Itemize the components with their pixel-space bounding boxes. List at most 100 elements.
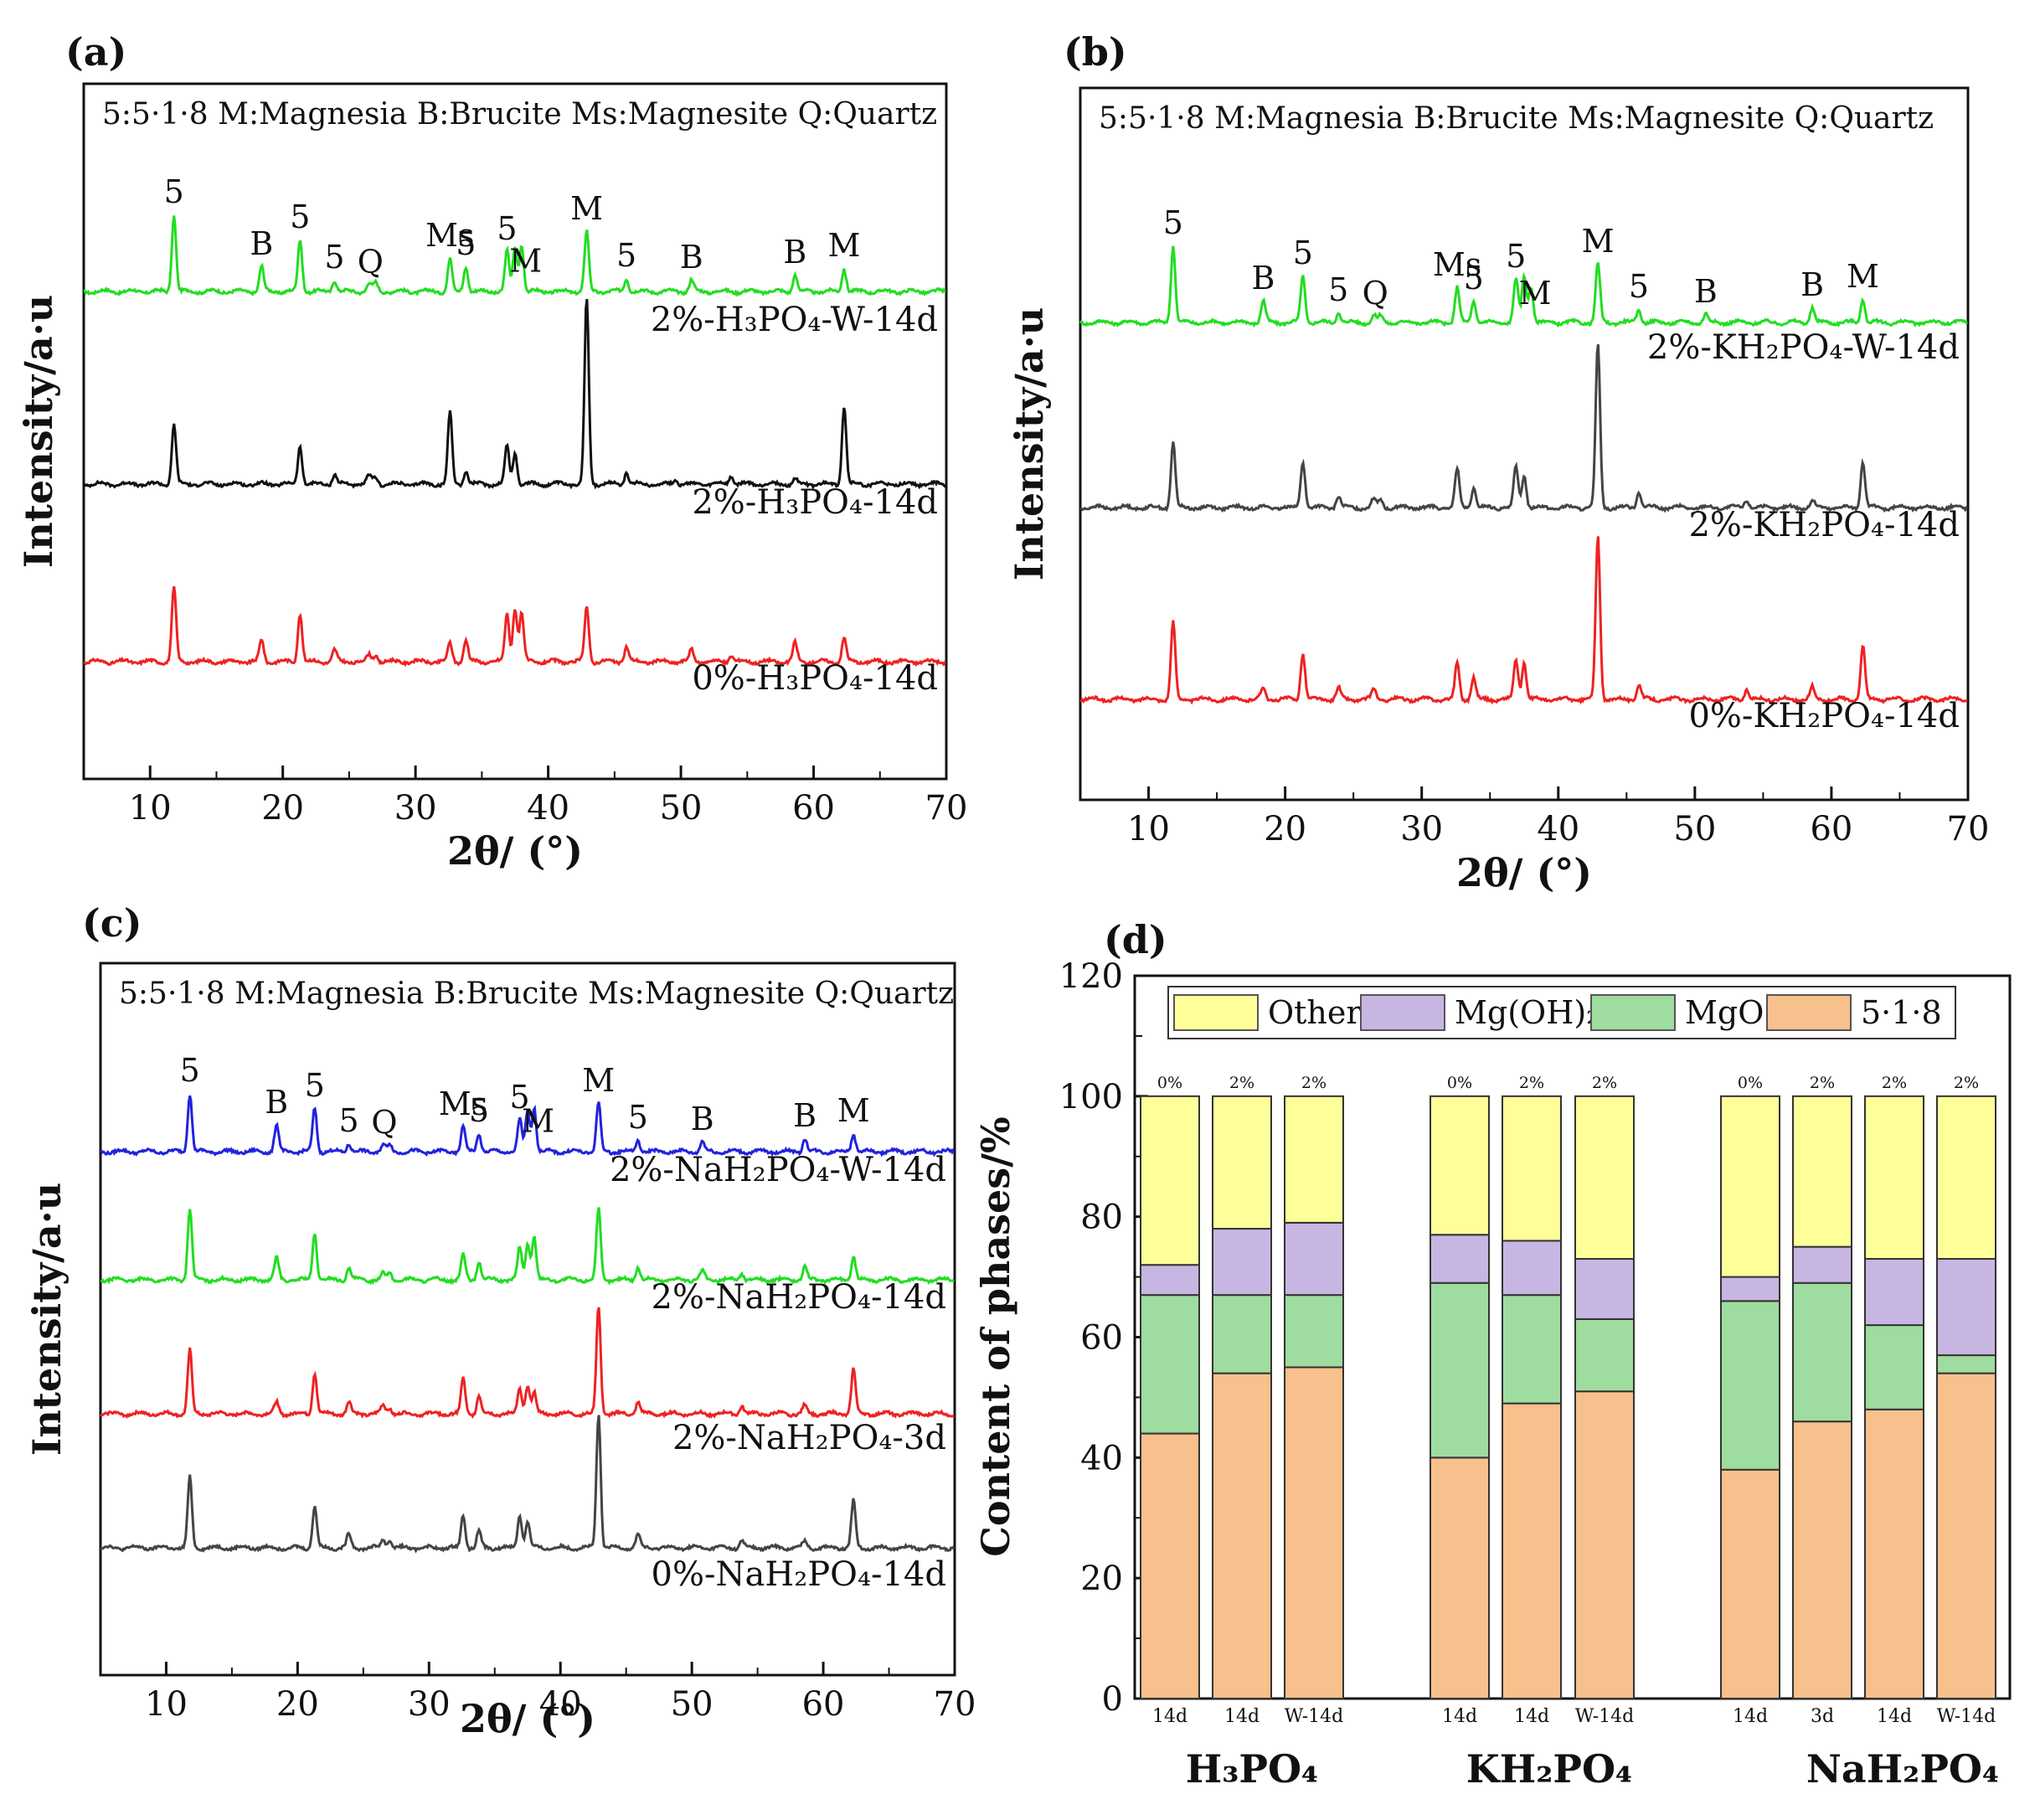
bar-segment-MgO [1502,1294,1562,1405]
x-tick-label: 60 [792,789,835,828]
x-tick-label: 50 [660,789,703,828]
bar-segment-518 [1574,1390,1635,1699]
legend-swatch-518 [1766,994,1852,1031]
group-label: KH₂PO₄ [1466,1746,1632,1792]
bar-age-label: 14d [1877,1706,1912,1727]
panel-d-phase-content: (d) 0 20 40 60 80 100 120 Content of phases/% Oth… [973,917,2012,1792]
peak-label: 5 [1293,235,1313,271]
y-tick-label: 120 [1059,957,1123,996]
bar-segment-Others [1792,1095,1852,1248]
peak-label: 5 [180,1052,200,1089]
trace-label: 0%-H₃PO₄-14d [692,659,938,698]
peak-label: B [691,1101,714,1137]
peak-label: 5 [1328,271,1348,308]
bar-segment-MgOH2 [1212,1228,1272,1297]
x-tick-label: 20 [1264,810,1306,848]
bar-dosage-label: 2% [1519,1074,1544,1092]
peak-label: 5 [1629,268,1649,305]
peak-label: Ms [425,217,474,254]
bar-segment-MgO [1936,1354,1996,1374]
peak-label: M [570,190,603,227]
xrd-trace-0%-H3PO4-14d [83,585,947,668]
bar-dosage-label: 0% [1738,1074,1763,1092]
x-tick-label: 60 [802,1685,845,1724]
panel-a-xrd-h3po4: (a) 5:5·1·8 M:Magnesia B:Brucite Ms:Magne… [16,29,967,874]
bar-segment-MgO [1430,1281,1490,1459]
bar-dosage-label: 2% [1301,1074,1327,1092]
bar-age-label: 14d [1733,1706,1768,1727]
peak-label: M [1582,223,1615,260]
bar-dosage-label: 0% [1157,1074,1182,1092]
trace-label: 2%-NaH₂PO₄-14d [652,1278,947,1317]
peak-label: 5 [616,237,636,274]
bar-dosage-label: 2% [1954,1074,1979,1092]
x-tick-label: 70 [925,789,968,828]
trace-label: 0%-NaH₂PO₄-14d [652,1555,947,1594]
x-tick-label: 10 [145,1685,188,1724]
x-tick-label: 70 [934,1685,976,1724]
bar-segment-518 [1502,1402,1562,1699]
peak-label: M [1519,275,1552,312]
y-axis-title: Content of phases/% [973,1116,1018,1556]
xrd-trace-2%-NaH2PO4-W-14d [100,1095,956,1157]
bar-segment-518 [1430,1457,1490,1700]
bar-segment-MgO [1140,1294,1200,1435]
bar-segment-MgO [1574,1317,1635,1393]
bar-segment-MgO [1720,1300,1780,1471]
bar-segment-MgOH2 [1574,1258,1635,1320]
legend-swatch-MgO [1590,994,1676,1031]
x-tick-label: 40 [539,1685,582,1724]
peak-label: 5 [305,1067,325,1104]
x-tick-label: 30 [394,789,437,828]
bar-dosage-label: 2% [1229,1074,1254,1092]
x-tick-label: 60 [1810,810,1852,848]
bar-dosage-label: 2% [1882,1074,1907,1092]
peak-label: 5 [290,198,310,235]
peak-label: Ms [439,1085,487,1122]
x-tick-label: 70 [1947,810,1990,848]
legend-swatch-Others [1173,994,1259,1031]
phase-key-header: 5:5·1·8 M:Magnesia B:Brucite Ms:Magnesit… [1099,101,1934,136]
peak-label: 5 [1464,260,1484,296]
bar-segment-Others [1140,1095,1200,1266]
bar-segment-Others [1864,1095,1924,1261]
bar-segment-518 [1792,1420,1852,1700]
bar-segment-Others [1574,1095,1635,1261]
bar-dosage-label: 2% [1592,1074,1617,1092]
y-tick-label: 80 [1080,1199,1123,1237]
trace-label: 2%-H₃PO₄-W-14d [651,301,938,339]
panel-label: (c) [82,900,142,946]
plot-frame [82,82,948,781]
x-tick-label: 10 [1127,810,1170,848]
bar-segment-MgOH2 [1284,1221,1344,1297]
peak-label: B [793,1097,817,1134]
panel-label: (a) [65,29,126,75]
peak-label: 5 [509,1079,529,1116]
bar-age-label: W-14d [1937,1706,1996,1727]
peak-label: Q [358,243,384,280]
bar-segment-518 [1140,1432,1200,1699]
bar-segment-MgO [1792,1281,1852,1423]
peak-label: 5 [497,210,517,247]
x-tick-label: 50 [671,1685,713,1724]
peak-label: Q [371,1104,397,1141]
peak-label: B [1252,260,1275,296]
legend-swatch-MgOH2 [1360,994,1445,1031]
bar-age-label: 3d [1811,1706,1834,1727]
group-label: NaH₂PO₄ [1806,1746,1999,1792]
bar-segment-MgOH2 [1430,1234,1490,1284]
xrd-trace-0%-KH2PO4-14d [1079,536,1968,705]
peak-label: 5 [324,239,344,276]
xrd-trace-2%-KH2PO4-14d [1079,344,1969,513]
bar-age-label: 14d [1224,1706,1260,1727]
trace-label: 2%-NaH₂PO₄-W-14d [610,1151,946,1189]
y-axis-title: Intensity/a·u [1007,307,1052,580]
bar-segment-518 [1720,1468,1780,1699]
peak-label: 5 [338,1102,358,1139]
peak-label: 5 [1506,238,1526,275]
bar-dosage-label: 0% [1447,1074,1472,1092]
xrd-trace-2%-NaH2PO4-14d [100,1207,955,1286]
y-tick-label: 0 [1102,1680,1123,1719]
y-tick-label: 60 [1080,1319,1123,1358]
xrd-trace-2%-KH2PO4-W-14d [1079,245,1969,328]
